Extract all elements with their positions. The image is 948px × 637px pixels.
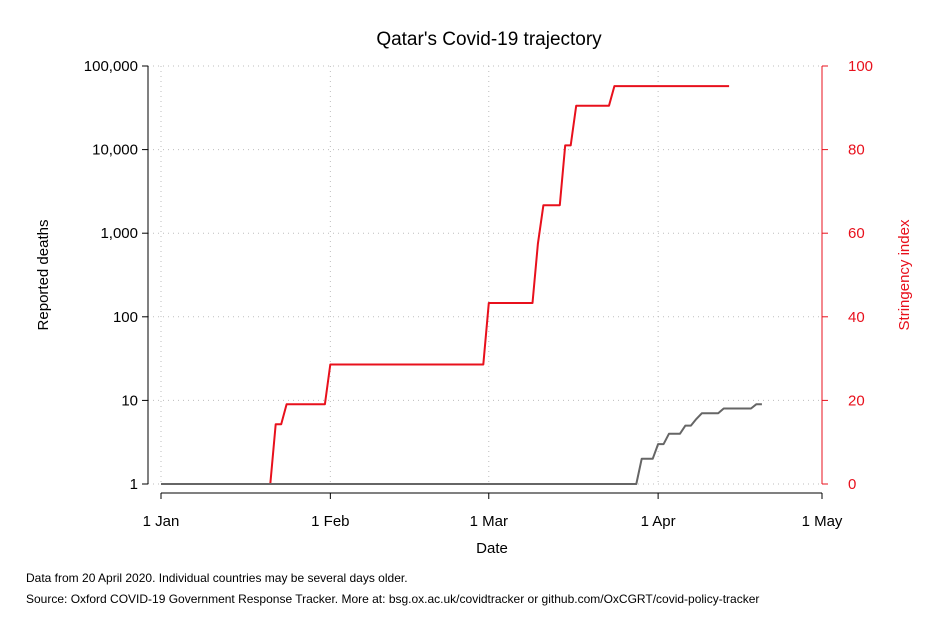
right-axis-tick-label: 40	[848, 309, 865, 326]
x-axis-tick-label: 1 Mar	[470, 513, 508, 530]
right-axis-label: Stringency index	[896, 219, 913, 330]
left-axis-tick-label: 1	[130, 476, 138, 493]
x-axis-tick-label: 1 Jan	[143, 513, 180, 530]
chart-title: Qatar's Covid-19 trajectory	[376, 29, 602, 50]
right-axis-tick-label: 60	[848, 225, 865, 242]
right-axis-tick-label: 80	[848, 142, 865, 159]
left-axis-label: Reported deaths	[35, 220, 52, 331]
x-axis-tick-label: 1 May	[802, 513, 843, 530]
left-axis-tick-label: 1,000	[100, 225, 138, 242]
left-axis-tick-label: 100	[113, 309, 138, 326]
x-axis-tick-label: 1 Feb	[311, 513, 349, 530]
footnote: Data from 20 April 2020. Individual coun…	[26, 571, 408, 585]
right-axis-tick-label: 0	[848, 476, 856, 493]
left-axis-tick-label: 10,000	[92, 142, 138, 159]
right-axis-tick-label: 20	[848, 392, 865, 409]
right-axis-tick-label: 100	[848, 58, 873, 75]
left-axis-tick-label: 10	[121, 392, 138, 409]
source-note: Source: Oxford COVID-19 Government Respo…	[26, 592, 760, 606]
deaths-series-line	[161, 403, 762, 485]
stringency-series-line	[161, 85, 730, 485]
x-axis-tick-label: 1 Apr	[641, 513, 676, 530]
left-axis-tick-label: 100,000	[84, 58, 138, 75]
x-axis-label: Date	[476, 540, 508, 557]
